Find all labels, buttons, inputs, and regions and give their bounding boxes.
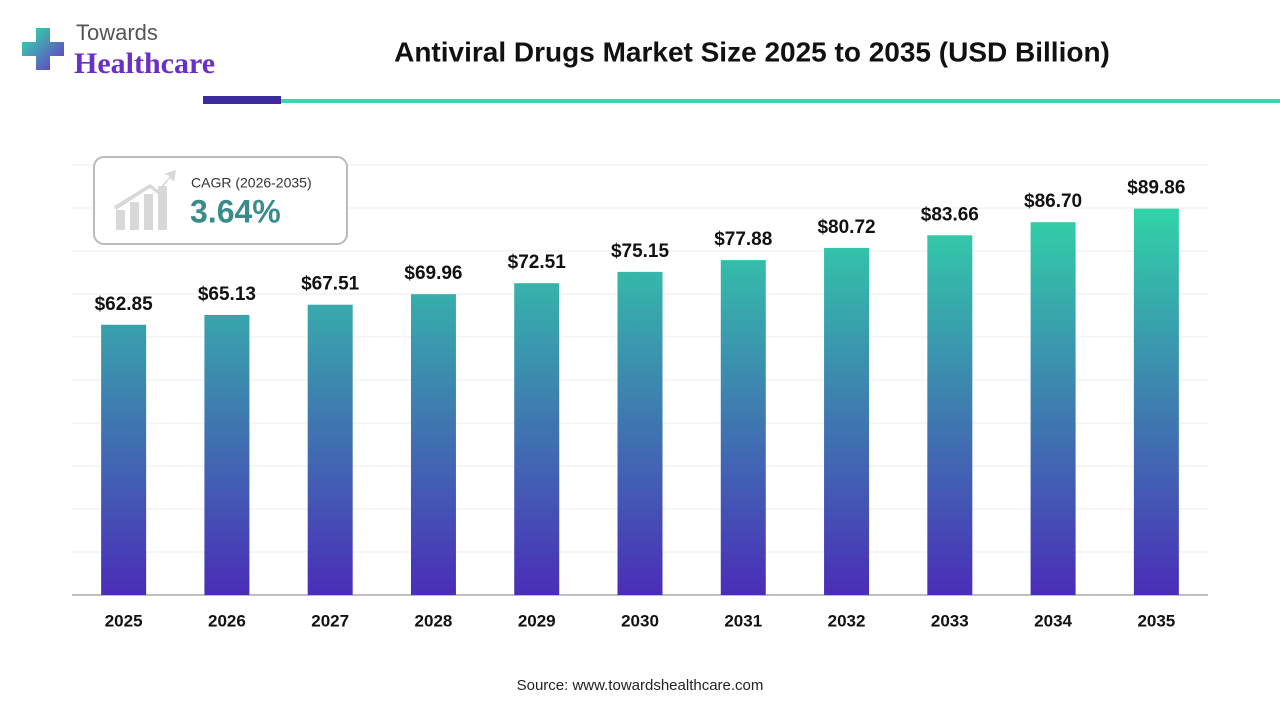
brand-bottom: Healthcare xyxy=(74,47,215,80)
bar xyxy=(1030,222,1076,595)
bar xyxy=(927,235,973,595)
value-label: $86.70 xyxy=(1024,191,1082,212)
plot: 2025 $62.85 2026 $65.13 2027 $67.51 2028 $69.96… xyxy=(72,164,1208,630)
x-tick-label: 2027 xyxy=(311,611,349,630)
cagr-label: CAGR (2026-2035) xyxy=(191,175,312,191)
logo-icon xyxy=(22,28,64,70)
x-tick-label: 2033 xyxy=(931,611,969,630)
value-label: $75.15 xyxy=(611,241,670,262)
title-rule-accent xyxy=(203,96,281,104)
x-tick-label: 2032 xyxy=(828,611,866,630)
bar xyxy=(101,324,147,595)
x-tick-label: 2031 xyxy=(724,611,762,630)
x-tick-label: 2026 xyxy=(208,611,246,630)
value-label: $72.51 xyxy=(508,252,567,273)
bar xyxy=(514,283,560,595)
cagr-value: 3.64% xyxy=(190,193,281,229)
x-tick-label: 2029 xyxy=(518,611,556,630)
source: Source: www.towardshealthcare.com xyxy=(517,677,764,694)
value-label: $67.51 xyxy=(301,274,360,295)
cagr-frame xyxy=(93,156,348,245)
bar xyxy=(1133,208,1179,596)
x-tick-label: 2025 xyxy=(105,611,143,630)
brand-top: Towards xyxy=(76,20,158,45)
value-label: $77.88 xyxy=(714,229,772,250)
chart-title: Antiviral Drugs Market Size 2025 to 2035… xyxy=(394,36,1110,67)
cagr-icon xyxy=(114,170,176,230)
value-label: $89.86 xyxy=(1127,178,1185,199)
bar xyxy=(824,247,870,596)
x-tick-label: 2030 xyxy=(621,611,659,630)
bar xyxy=(204,314,250,595)
x-tick-label: 2028 xyxy=(415,611,453,630)
value-label: $83.66 xyxy=(921,204,979,225)
bar xyxy=(617,271,663,595)
value-label: $62.85 xyxy=(95,294,154,315)
x-tick-label: 2035 xyxy=(1137,611,1175,630)
bar xyxy=(720,260,766,595)
value-label: $69.96 xyxy=(404,263,462,284)
bar xyxy=(410,294,456,595)
value-label: $80.72 xyxy=(817,217,875,238)
bar xyxy=(307,304,353,595)
x-tick-label: 2034 xyxy=(1034,611,1072,630)
logo: Towards Healthcare xyxy=(22,20,215,80)
value-label: $65.13 xyxy=(198,284,256,305)
title-rule xyxy=(281,99,1280,103)
cagr-box: CAGR (2026-2035) 3.64% xyxy=(93,156,348,245)
